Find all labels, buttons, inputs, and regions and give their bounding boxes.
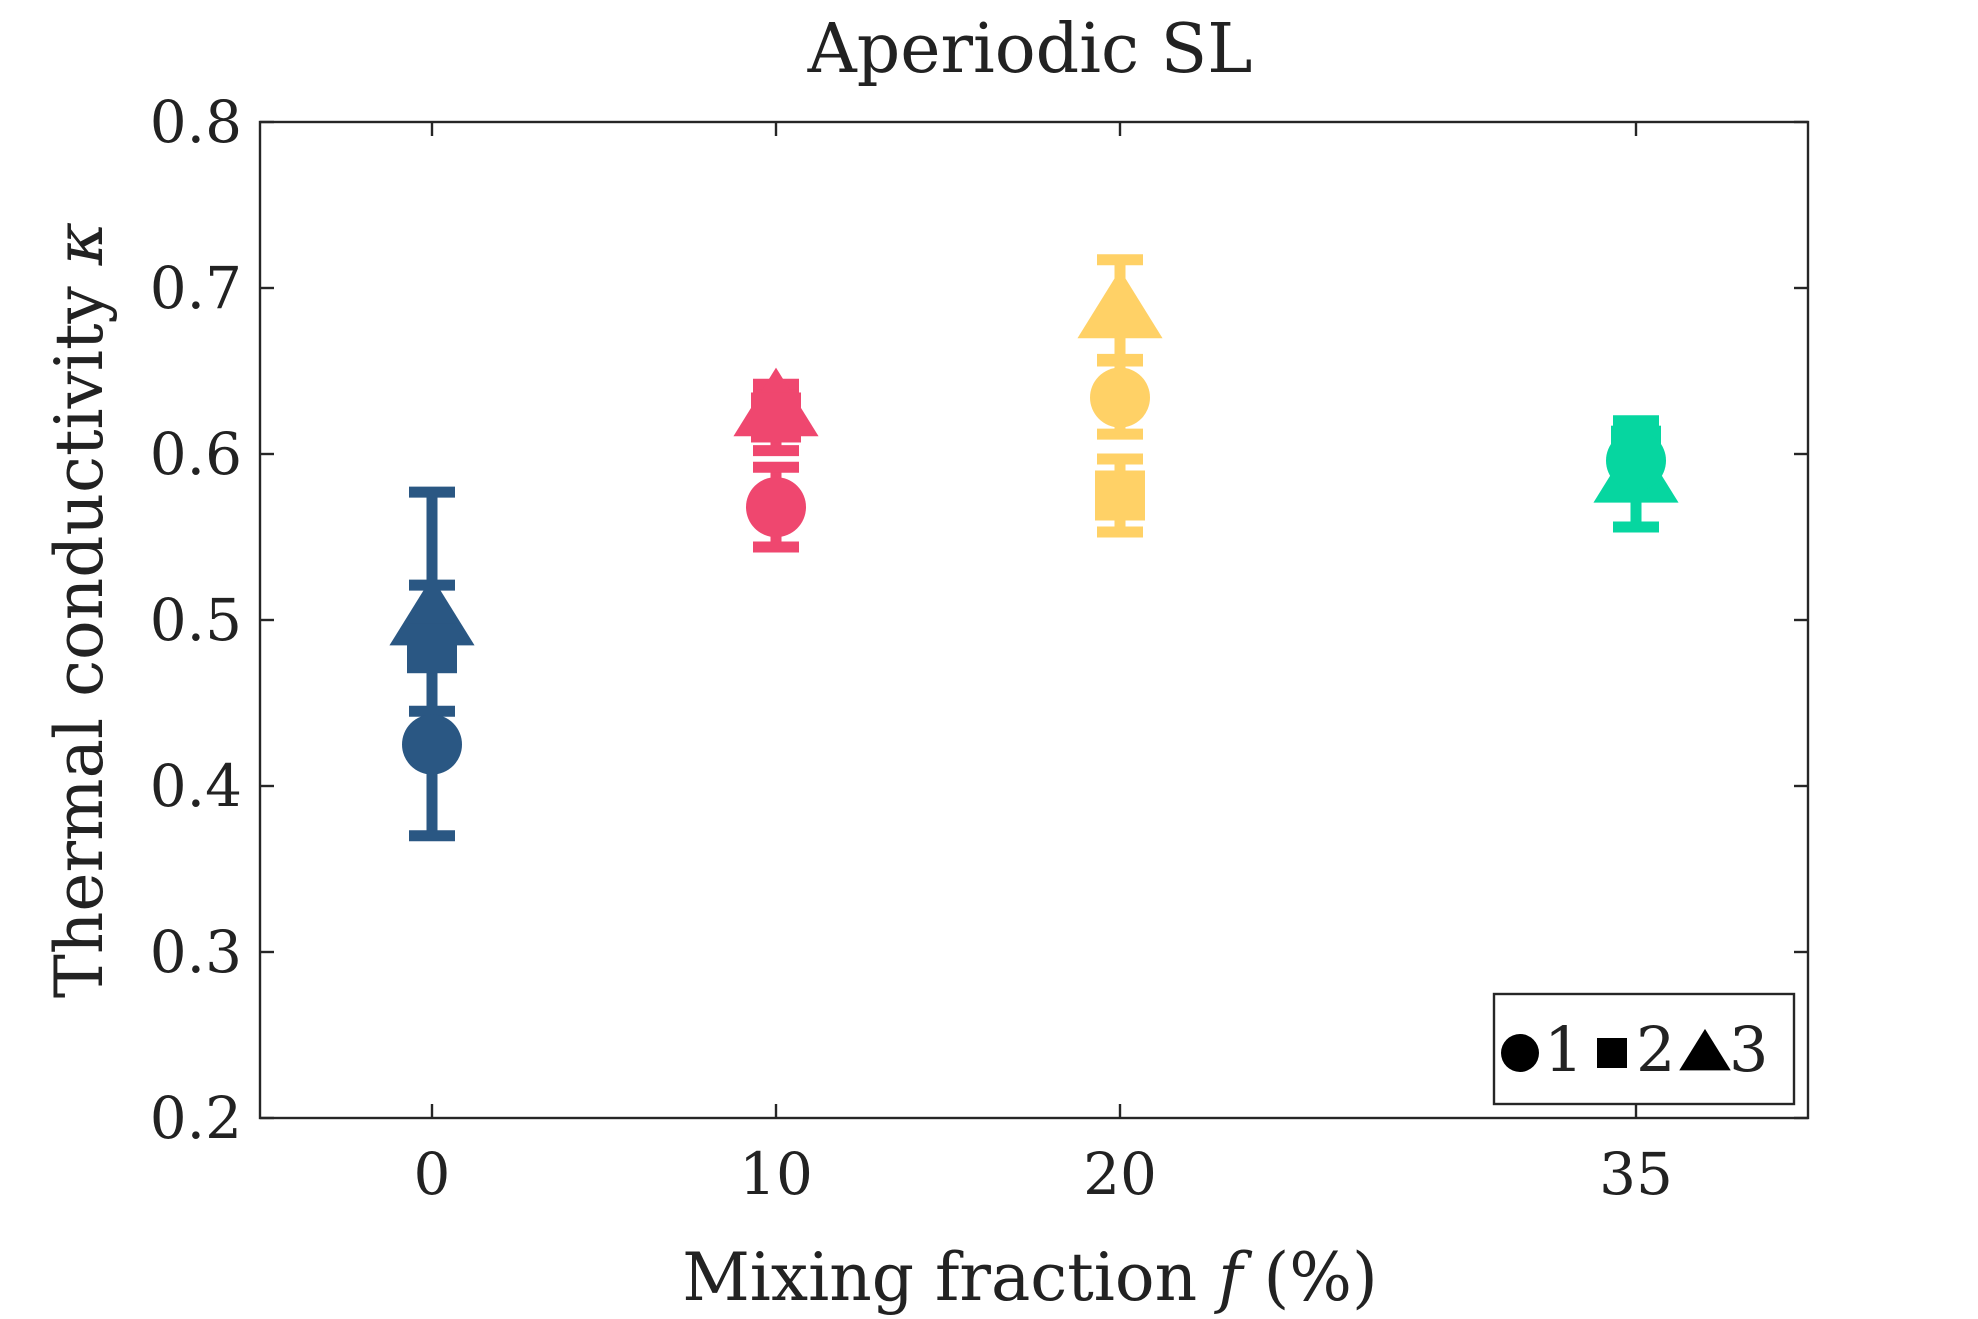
- y-axis-label: Thermal conductivity κ: [41, 222, 118, 998]
- axes-box: [258, 120, 1810, 1120]
- x-tick-label: 10: [739, 1140, 813, 1208]
- y-axis: 0.2 0.3 0.4 0.5 0.6 0.7 0.8: [150, 88, 1808, 1152]
- data-point-series-3: [1077, 269, 1163, 339]
- data-point-series-1: [1090, 367, 1150, 428]
- legend-marker-3: [1679, 1028, 1731, 1071]
- x-tick-label: 35: [1599, 1140, 1673, 1208]
- y-tick-label: 0.7: [150, 254, 242, 322]
- legend-label: 1: [1544, 1013, 1583, 1086]
- data-point-series-1: [402, 714, 462, 775]
- y-tick-label: 0.5: [150, 586, 242, 654]
- x-axis-label: Mixing fraction f (%): [682, 1239, 1378, 1316]
- y-tick-label: 0.8: [150, 88, 242, 156]
- legend-label: 2: [1636, 1013, 1675, 1086]
- data-point-series-2: [1095, 470, 1145, 521]
- data-point-series-2: [751, 392, 801, 443]
- plot-area: [258, 120, 1810, 1120]
- legend-label: 3: [1729, 1013, 1768, 1086]
- chart-title: Aperiodic SL: [807, 10, 1253, 89]
- y-tick-label: 0.3: [150, 918, 242, 986]
- y-tick-label: 0.2: [150, 1084, 242, 1152]
- x-tick-label: 0: [414, 1140, 451, 1208]
- data-point-series-2: [407, 623, 457, 674]
- data-point-series-1: [746, 477, 806, 538]
- x-tick-label: 20: [1083, 1140, 1157, 1208]
- y-tick-label: 0.4: [150, 752, 242, 820]
- y-tick-label: 0.6: [150, 420, 242, 488]
- legend-marker-1: [1501, 1034, 1539, 1072]
- legend-marker-2: [1597, 1038, 1627, 1068]
- legend-box: [1492, 992, 1796, 1106]
- x-axis: 0 10 20 35: [414, 122, 1673, 1208]
- data-point-series-1: [1606, 430, 1666, 491]
